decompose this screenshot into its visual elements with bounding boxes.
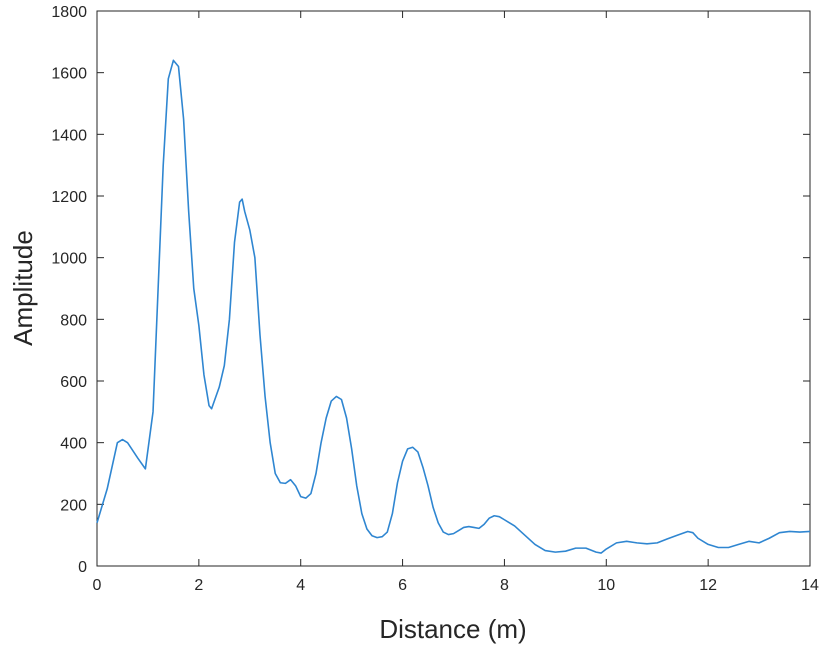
x-tick-label: 10 [597,577,615,594]
y-tick-label: 1200 [51,189,87,206]
y-tick-label: 1000 [51,251,87,268]
y-tick-label: 400 [60,436,87,453]
x-tick-label: 8 [500,577,509,594]
y-tick-label: 1400 [51,127,87,144]
y-tick-label: 600 [60,374,87,391]
x-tick-label: 14 [801,577,819,594]
x-tick-label: 0 [93,577,102,594]
y-tick-label: 1800 [51,4,87,21]
x-tick-label: 2 [194,577,203,594]
y-tick-label: 200 [60,497,87,514]
plot-box [96,10,811,567]
x-tick-label: 12 [699,577,717,594]
data-line [96,59,811,554]
x-axis-label: Distance (m) [379,614,526,644]
x-tick-label: 6 [398,577,407,594]
y-tick-label: 1600 [51,66,87,83]
x-tick-label: 4 [296,577,305,594]
y-tick-label: 0 [78,559,87,576]
y-axis-label: Amplitude [8,230,38,346]
y-tick-label: 800 [60,312,87,329]
